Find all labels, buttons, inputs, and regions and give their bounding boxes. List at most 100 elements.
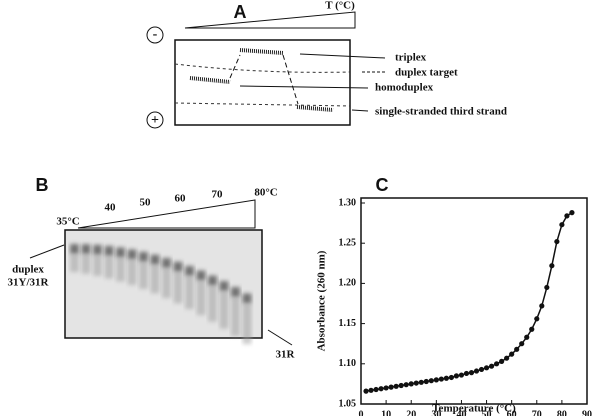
x-axis-label: Temperature (°C) bbox=[432, 403, 516, 415]
y-tick-label: 1.30 bbox=[339, 197, 357, 208]
gel-smear bbox=[150, 264, 160, 294]
data-point bbox=[539, 303, 545, 309]
gel-band bbox=[219, 281, 229, 292]
data-point bbox=[488, 363, 495, 369]
gel-band bbox=[150, 254, 160, 265]
gel-smear bbox=[219, 291, 229, 329]
gel-band bbox=[116, 247, 125, 258]
data-point bbox=[559, 222, 565, 228]
x-tick-label: 90 bbox=[582, 409, 592, 416]
data-point bbox=[403, 382, 409, 388]
x-tick-label: 80 bbox=[557, 409, 567, 416]
temperature-wedge bbox=[184, 11, 356, 29]
temperature-label: 50 bbox=[140, 197, 152, 209]
gel-band bbox=[242, 293, 252, 304]
gel-band bbox=[127, 249, 137, 260]
gel-band bbox=[162, 258, 171, 269]
gel-band bbox=[173, 261, 183, 272]
gel-smear bbox=[116, 257, 125, 282]
x-tick-label: 70 bbox=[532, 409, 542, 416]
data-point bbox=[423, 378, 429, 385]
gel-smear bbox=[104, 255, 114, 279]
gel-schematic bbox=[174, 39, 351, 126]
data-point bbox=[438, 376, 444, 382]
data-point bbox=[433, 377, 439, 383]
data-point bbox=[368, 387, 374, 393]
data-point bbox=[363, 388, 369, 394]
gel-band bbox=[70, 244, 79, 254]
annotation: duplex bbox=[12, 264, 44, 276]
data-point bbox=[448, 374, 454, 381]
data-point bbox=[534, 316, 540, 322]
bands bbox=[189, 48, 334, 112]
gel-smear bbox=[185, 276, 194, 309]
panel-label: C bbox=[376, 175, 389, 195]
temperature-label: 80°C bbox=[254, 187, 277, 199]
y-axis-label: Absorbance (260 nm) bbox=[316, 250, 328, 351]
data-point bbox=[499, 358, 505, 364]
data-point bbox=[483, 365, 490, 371]
data-point bbox=[388, 384, 394, 390]
temperature-label: 70 bbox=[212, 189, 224, 201]
plus-sign: + bbox=[151, 113, 159, 128]
annotation: 31Y/31R bbox=[8, 277, 50, 289]
gel-band bbox=[139, 251, 148, 262]
gel-smear bbox=[208, 285, 217, 322]
lanes bbox=[174, 63, 351, 107]
x-tick-label: 0 bbox=[359, 409, 364, 416]
data-point bbox=[494, 361, 500, 367]
data-point bbox=[468, 370, 475, 376]
data-point bbox=[549, 263, 555, 269]
data-point bbox=[504, 355, 510, 361]
annotation: duplex target bbox=[395, 67, 458, 79]
data-point bbox=[524, 334, 530, 340]
data-point bbox=[398, 382, 404, 389]
x-tick-label: 60 bbox=[507, 409, 517, 416]
data-point bbox=[473, 368, 480, 374]
x-tick-label: 40 bbox=[456, 409, 466, 416]
data-point bbox=[453, 373, 460, 379]
data-point bbox=[514, 346, 520, 352]
gel-band bbox=[81, 244, 91, 255]
transition-arrows bbox=[229, 54, 299, 105]
data-point bbox=[383, 385, 389, 391]
gel-band bbox=[93, 244, 102, 255]
gel-smear bbox=[173, 271, 183, 304]
gel-smear bbox=[127, 259, 137, 285]
gel-smear bbox=[93, 254, 102, 276]
x-tick-label: 30 bbox=[431, 409, 441, 416]
panel-label: B bbox=[36, 175, 49, 195]
gel-band bbox=[196, 270, 206, 281]
y-tick-label: 1.15 bbox=[339, 318, 357, 329]
data-point bbox=[463, 370, 470, 377]
x-tick-label: 10 bbox=[381, 409, 391, 416]
gel-band bbox=[104, 245, 114, 256]
temperature-label: 40 bbox=[105, 202, 117, 214]
pointer-arrow bbox=[29, 244, 65, 259]
y-tick-label: 1.10 bbox=[339, 358, 357, 369]
data-line bbox=[365, 212, 573, 392]
minus-circle bbox=[146, 26, 164, 44]
annotation: triplex bbox=[395, 52, 427, 64]
gel-image bbox=[64, 229, 263, 344]
data-point bbox=[569, 210, 575, 216]
pointer-arrow bbox=[267, 329, 293, 346]
data-point bbox=[478, 366, 485, 373]
minus-sign: - bbox=[153, 27, 158, 42]
data-point bbox=[458, 372, 465, 378]
gel-smear bbox=[81, 254, 91, 274]
temperature-label: 60 bbox=[175, 193, 187, 205]
gel-smear bbox=[242, 303, 252, 344]
panel-label: A bbox=[234, 2, 247, 22]
gel-smear bbox=[231, 297, 240, 337]
x-tick-label: 20 bbox=[406, 409, 416, 416]
y-tick-label: 1.05 bbox=[339, 398, 357, 409]
annotation: homoduplex bbox=[375, 82, 434, 94]
data-point bbox=[554, 238, 560, 245]
data-point bbox=[373, 386, 379, 393]
temperature-label: T (°C) bbox=[325, 0, 355, 12]
data-point bbox=[393, 383, 399, 389]
x-tick-label: 50 bbox=[482, 409, 492, 416]
data-point bbox=[418, 379, 424, 385]
